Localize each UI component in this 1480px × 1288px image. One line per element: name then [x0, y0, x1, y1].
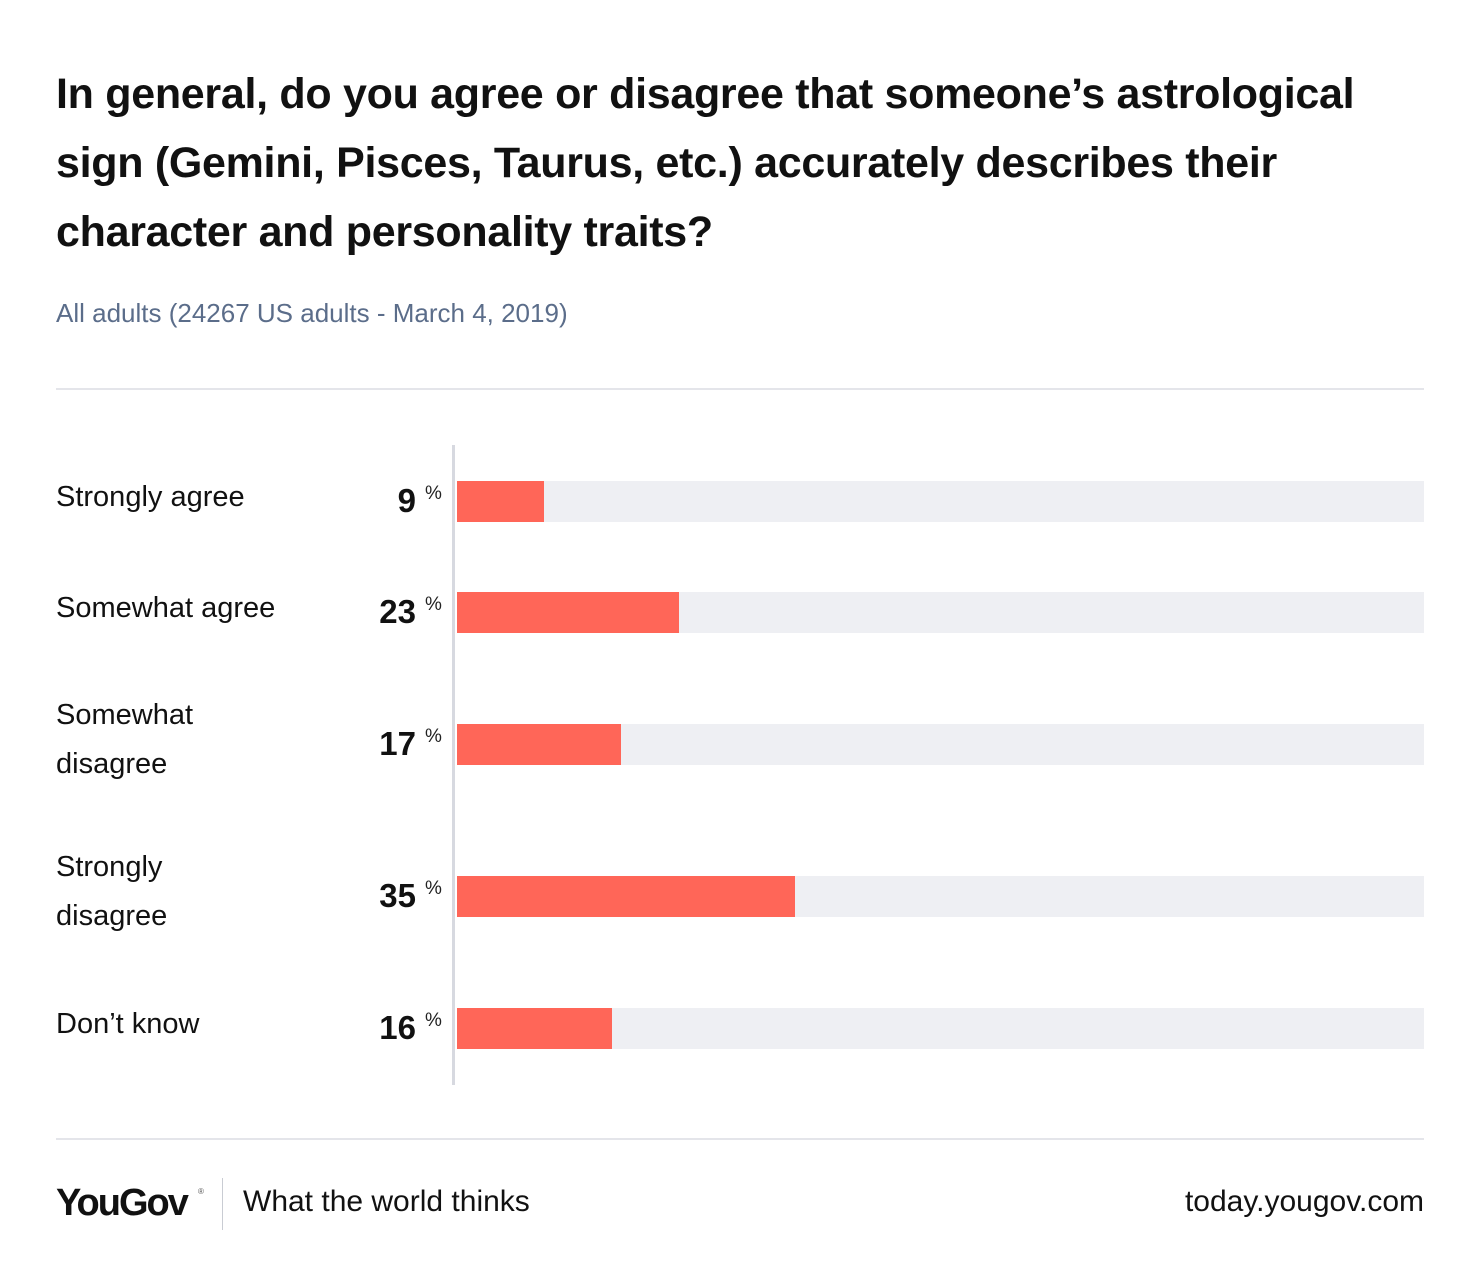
bar	[457, 592, 679, 633]
bar-track	[457, 592, 1424, 633]
category-label: Strongly agree	[56, 473, 356, 522]
registered-mark: ®	[198, 1187, 204, 1196]
site-link: today.yougov.com	[1184, 1185, 1424, 1218]
percent-sign: %	[425, 726, 442, 747]
bottom-divider	[56, 1138, 1424, 1140]
category-label-line: Strongly agree	[56, 480, 245, 513]
value-label: 23	[379, 593, 416, 630]
top-divider	[56, 388, 1424, 390]
category-label: Somewhat disagree	[56, 691, 356, 789]
bar	[457, 481, 544, 522]
category-label-line: Somewhat	[56, 699, 194, 731]
category-label: Somewhat agree	[56, 584, 356, 633]
percent-sign: %	[425, 878, 442, 899]
category-label-line: Strongly	[56, 851, 163, 883]
category-label: Strongly disagree	[56, 843, 356, 941]
footer-divider	[222, 1178, 223, 1230]
category-label-line: disagree	[56, 900, 168, 932]
bar	[457, 1008, 612, 1049]
percent-sign: %	[425, 483, 442, 504]
bar-track	[457, 724, 1424, 765]
category-label-line: disagree	[56, 748, 168, 780]
bar-track	[457, 1008, 1424, 1049]
axis-baseline	[452, 445, 455, 1085]
yougov-logo: YouGov	[56, 1182, 189, 1224]
value-label: 9	[397, 482, 416, 519]
tagline: What the world thinks	[243, 1185, 530, 1218]
chart-subtitle: All adults (24267 US adults - March 4, 2…	[56, 298, 568, 328]
value-label: 16	[379, 1009, 416, 1046]
percent-sign: %	[425, 594, 442, 615]
bar-track	[457, 876, 1424, 917]
value-label: 17	[379, 725, 416, 762]
category-label-line: Don’t know	[56, 1007, 200, 1040]
chart-title: In general, do you agree or disagree tha…	[56, 70, 1355, 256]
bar	[457, 724, 621, 765]
bar-track	[457, 481, 1424, 522]
category-label-line: Somewhat agree	[56, 591, 276, 624]
value-label: 35	[379, 877, 416, 914]
category-label: Don’t know	[56, 1000, 356, 1049]
percent-sign: %	[425, 1010, 442, 1031]
bar	[457, 876, 795, 917]
